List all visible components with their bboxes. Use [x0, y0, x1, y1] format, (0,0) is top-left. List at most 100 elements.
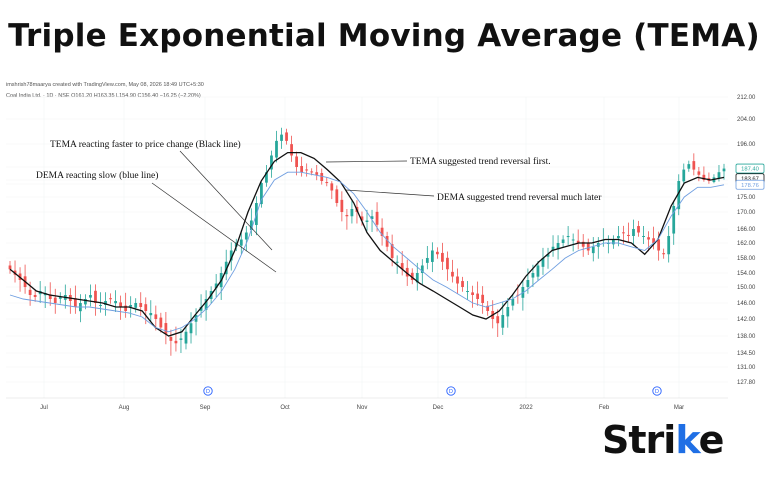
x-tick-label: Dec	[433, 405, 444, 411]
candle-body	[310, 171, 314, 173]
candle-body	[365, 220, 369, 222]
y-tick-label: 138.00	[737, 334, 756, 340]
candle-body	[561, 239, 565, 243]
y-tick-label: 170.00	[737, 210, 756, 216]
candle-body	[249, 220, 253, 231]
y-tick-label: 154.00	[737, 271, 756, 277]
candle-body	[315, 172, 319, 175]
candle-body	[89, 295, 92, 298]
y-tick-label: 204.00	[737, 117, 756, 123]
candle-body	[385, 236, 389, 247]
candle-body	[667, 236, 671, 255]
x-tick-label: Feb	[599, 405, 610, 411]
y-tick-label: 212.00	[737, 95, 756, 101]
candle-body	[33, 295, 37, 297]
y-tick-label: 166.00	[737, 227, 756, 233]
y-tick-label: 134.50	[737, 351, 756, 357]
y-tick-label: 158.00	[737, 256, 756, 262]
candle-body	[627, 234, 630, 236]
dividend-marker	[446, 386, 456, 396]
candle-body	[345, 214, 349, 217]
candle-body	[154, 314, 158, 319]
candle-body	[174, 340, 178, 344]
candle-body	[179, 338, 183, 340]
candle-body	[295, 156, 298, 167]
price-label-box	[735, 179, 765, 190]
candle-body	[405, 267, 409, 277]
x-tick-label: Sep	[200, 405, 211, 411]
candle-body	[551, 246, 555, 251]
candle-body	[481, 294, 485, 303]
candle-body	[340, 199, 344, 212]
candle-body	[350, 209, 354, 217]
candle-body	[400, 263, 404, 270]
price-label-text: 178.76	[741, 183, 759, 189]
candle-body	[114, 301, 117, 304]
candle-body	[375, 211, 379, 225]
candle-body	[415, 273, 419, 283]
candle-body	[541, 258, 545, 267]
candle-body	[270, 155, 273, 170]
candle-body	[104, 301, 107, 305]
candle-body	[451, 271, 454, 277]
candle-body	[410, 272, 414, 280]
candle-body	[184, 331, 188, 344]
candle-body	[99, 305, 102, 306]
candle-body	[109, 298, 112, 300]
brand-k: k	[675, 418, 699, 462]
candle-body	[566, 236, 570, 238]
candle-body	[159, 317, 163, 328]
y-tick-label: 150.00	[737, 285, 756, 291]
candle-body	[456, 276, 459, 284]
candle-body	[606, 243, 610, 244]
candle-body	[556, 243, 560, 250]
candle-body	[305, 169, 309, 171]
annotation-dema-reversal: DEMA suggested trend reversal much later	[437, 193, 602, 203]
candle-body	[496, 316, 500, 324]
candle-body	[722, 168, 726, 172]
candle-body	[430, 250, 434, 262]
chart-title: Triple Exponential Moving Average (TEMA)	[8, 18, 760, 54]
dividend-letter: D	[655, 389, 659, 395]
candle-body	[446, 257, 449, 270]
candle-body	[466, 291, 469, 292]
candle-body	[511, 299, 515, 306]
candle-body	[647, 237, 650, 240]
candle-body	[330, 183, 334, 191]
candle-body	[591, 246, 595, 254]
candle-body	[632, 229, 635, 236]
candle-body	[395, 261, 399, 263]
candle-body	[300, 165, 304, 173]
candle-body	[53, 297, 57, 303]
candle-body	[461, 281, 464, 287]
candle-body	[682, 169, 686, 182]
candle-body	[280, 134, 283, 141]
grid-lines	[6, 96, 728, 398]
candle-body	[224, 261, 228, 275]
y-tick-label: 175.00	[737, 195, 756, 201]
x-tick-label: Jul	[40, 405, 48, 411]
candle-body	[441, 252, 444, 262]
candle-body	[275, 140, 278, 158]
candle-body	[576, 240, 580, 243]
candle-body	[390, 244, 394, 258]
x-axis: Jul Aug Sep Oct Nov Dec 2022 Feb Mar	[6, 397, 728, 411]
candle-body	[124, 305, 128, 311]
annotation-dema-slow: DEMA reacting slow (blue line)	[36, 170, 158, 181]
dividend-letter: D	[449, 389, 453, 395]
plot-background	[0, 78, 768, 411]
candle-body	[360, 216, 364, 221]
candle-body	[285, 132, 288, 141]
arrow-tema-reversal	[325, 160, 408, 163]
annotation-arrows	[151, 150, 435, 273]
candle-body	[84, 299, 87, 305]
annotation-tema-faster: TEMA reacting faster to price change (Bl…	[50, 139, 241, 150]
price-label-text: 183.67	[741, 176, 759, 182]
candle-body	[260, 183, 263, 205]
tradingview-credit: imshrish78maarya created with TradingVie…	[6, 82, 204, 88]
candle-body	[617, 236, 620, 239]
candle-body	[637, 226, 640, 233]
arrow-tema-line	[179, 150, 273, 251]
